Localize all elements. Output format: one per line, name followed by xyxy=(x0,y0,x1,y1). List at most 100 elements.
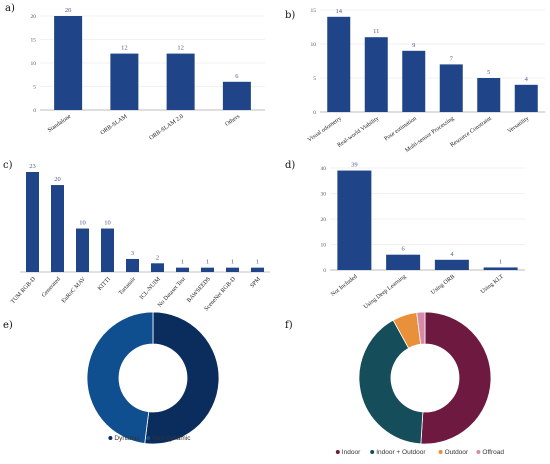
category-label-b-0: Visual odometry xyxy=(307,116,343,144)
legend-label-f-1: Indoor + Outdoor xyxy=(376,449,426,456)
bar-c-0 xyxy=(26,172,39,272)
bar-c-4 xyxy=(126,258,139,272)
data-label-d-0: 39 xyxy=(351,162,358,169)
ytick-label-b-0: 0 xyxy=(313,110,316,116)
category-label-c-0: TUM RGB-D xyxy=(10,276,37,305)
data-label-b-5: 4 xyxy=(525,76,529,83)
ytick-label-a-3: 15 xyxy=(31,38,37,44)
bar-b-0 xyxy=(327,16,351,112)
ytick-label-d-2: 20 xyxy=(321,217,327,223)
slice-f-3 xyxy=(416,311,426,345)
slice-e-0 xyxy=(144,311,220,445)
ytick-label-a-2: 10 xyxy=(31,61,37,67)
slice-f-0 xyxy=(420,311,492,445)
category-label-b-1: Real-world Viability xyxy=(337,116,381,149)
bar-c-1 xyxy=(51,185,64,272)
category-label-c-7: BAWSEEDS xyxy=(186,276,212,304)
bar-c-7 xyxy=(201,267,214,272)
bar-c-3 xyxy=(101,228,114,272)
data-label-d-3: 1 xyxy=(499,258,502,265)
panel-label-d: d) xyxy=(285,160,296,171)
category-label-a-0: Standalone xyxy=(47,114,73,134)
bar-d-3 xyxy=(483,267,518,270)
slice-e-1 xyxy=(86,311,154,444)
bar-a-3 xyxy=(222,81,251,110)
bar-c-5 xyxy=(151,263,164,272)
bar-a-2 xyxy=(166,53,195,110)
data-label-c-0: 23 xyxy=(29,163,36,170)
legend-marker-f-1 xyxy=(370,450,375,454)
data-label-d-1: 6 xyxy=(402,246,406,253)
data-label-c-4: 3 xyxy=(131,250,134,257)
bar-c-2 xyxy=(76,228,89,272)
data-label-b-0: 14 xyxy=(336,8,343,15)
category-label-d-1: Using Deep Learning xyxy=(363,274,407,311)
ytick-label-d-4: 40 xyxy=(321,166,327,172)
category-label-c-1: Generated xyxy=(41,276,62,298)
data-label-a-3: 6 xyxy=(235,73,239,80)
category-label-c-6: No Dataset Test xyxy=(157,276,187,309)
category-label-a-1: ORB-SLAM xyxy=(100,113,129,136)
ytick-label-a-0: 0 xyxy=(33,108,36,114)
data-label-b-1: 11 xyxy=(373,28,379,35)
legend-marker-e-1 xyxy=(146,436,151,440)
data-label-b-2: 9 xyxy=(412,42,415,49)
legend-marker-f-2 xyxy=(438,450,443,454)
ytick-label-a-4: 20 xyxy=(31,14,37,20)
category-label-c-3: KITTI xyxy=(97,276,112,292)
ytick-label-d-3: 30 xyxy=(321,192,327,198)
data-label-c-3: 10 xyxy=(104,220,111,227)
legend-marker-e-0 xyxy=(108,436,113,440)
legend-label-e-1: Non-dynamic xyxy=(152,435,191,442)
data-label-c-6: 1 xyxy=(181,259,184,266)
category-label-c-4: Tartanair xyxy=(118,276,137,296)
bar-d-1 xyxy=(386,254,421,270)
data-label-b-4: 5 xyxy=(487,69,490,76)
bar-b-5 xyxy=(514,84,538,112)
panel-label-c: c) xyxy=(3,160,13,171)
ytick-label-b-2: 10 xyxy=(311,42,317,48)
data-label-a-1: 12 xyxy=(121,45,128,52)
panel-label-b: b) xyxy=(285,10,296,21)
category-label-a-2: ORB-SLAM 2.0 xyxy=(149,114,185,142)
category-label-d-3: Using KLT xyxy=(480,274,505,296)
legend-label-f-2: Outdoor xyxy=(445,449,469,456)
bar-c-8 xyxy=(226,267,239,272)
bar-d-2 xyxy=(434,259,469,270)
legend-label-f-0: Indoor xyxy=(342,449,361,456)
data-label-c-9: 1 xyxy=(256,259,259,266)
bar-c-9 xyxy=(251,267,264,272)
bar-c-6 xyxy=(176,267,189,272)
legend-marker-f-3 xyxy=(476,450,481,454)
ytick-label-a-1: 5 xyxy=(33,85,36,91)
panel-label-f: f) xyxy=(285,320,293,331)
ytick-label-b-3: 15 xyxy=(311,8,317,14)
data-label-b-3: 7 xyxy=(450,55,454,62)
panel-label-a: a) xyxy=(5,3,15,14)
data-label-c-1: 20 xyxy=(54,176,61,183)
data-label-c-5: 2 xyxy=(156,254,159,261)
legend-label-e-0: Dynamic xyxy=(114,435,140,442)
category-label-c-9: SPM xyxy=(249,276,262,289)
data-label-c-8: 1 xyxy=(231,259,234,266)
ytick-label-b-1: 5 xyxy=(313,76,316,82)
category-label-d-2: Using ORB xyxy=(430,274,456,296)
bar-a-1 xyxy=(110,53,139,110)
ytick-label-d-1: 10 xyxy=(321,243,327,249)
category-label-c-2: EuRoC MAV xyxy=(61,276,88,305)
data-label-a-0: 20 xyxy=(65,7,72,14)
bar-b-1 xyxy=(364,37,388,113)
category-label-c-5: ICL-NUIM xyxy=(139,276,162,301)
category-label-b-4: Resource Constraint xyxy=(449,116,493,149)
panel-label-e: e) xyxy=(3,320,13,331)
legend-marker-f-0 xyxy=(335,450,340,454)
bar-b-3 xyxy=(439,64,463,112)
bar-d-0 xyxy=(337,170,372,270)
bar-b-4 xyxy=(477,78,501,112)
legend-label-f-3: Offroad xyxy=(482,449,504,456)
ytick-label-d-0: 0 xyxy=(323,268,326,274)
data-label-a-2: 12 xyxy=(177,45,184,52)
data-label-c-7: 1 xyxy=(206,259,209,266)
